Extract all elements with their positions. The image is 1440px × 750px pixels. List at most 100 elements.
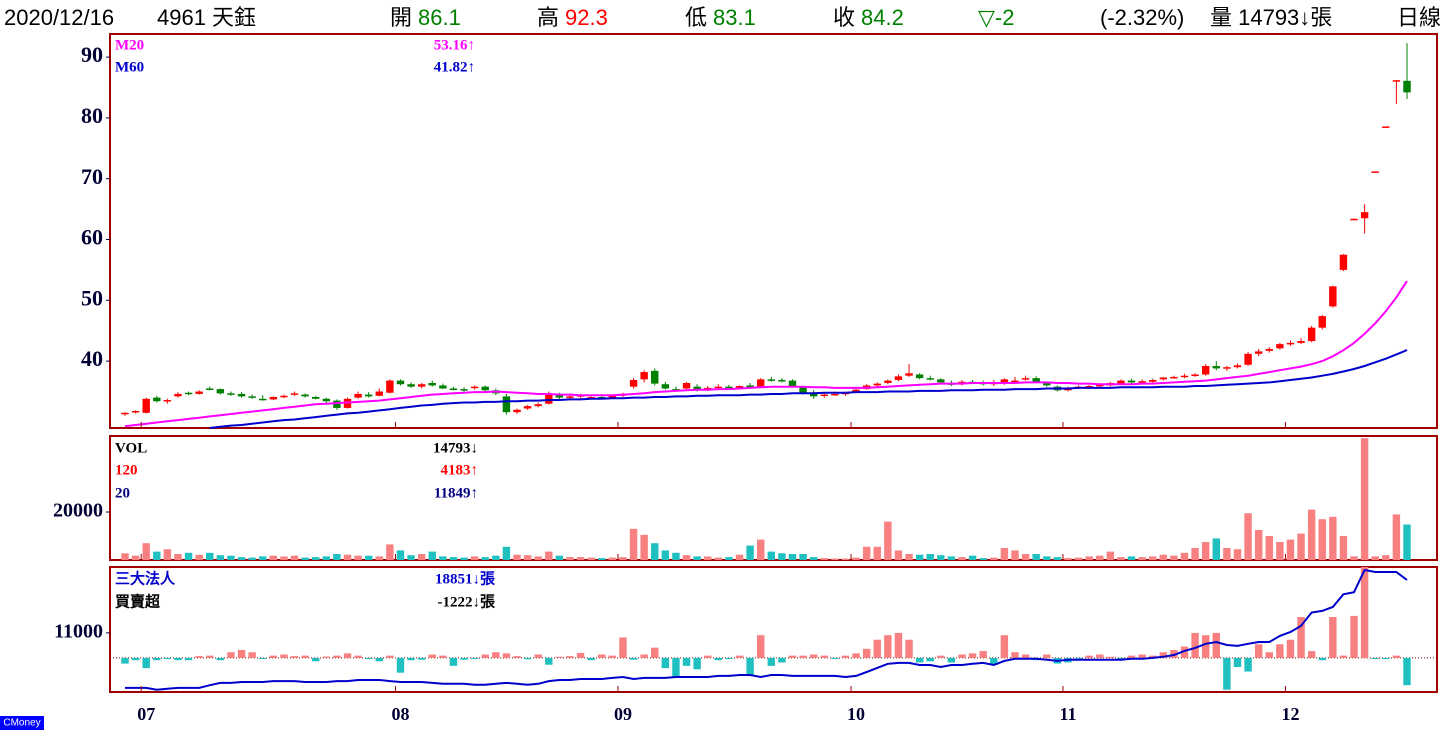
candle-body — [640, 372, 648, 380]
volume-bar — [905, 554, 913, 560]
volume-bar — [767, 551, 776, 560]
net-bar — [1382, 657, 1390, 660]
candle-body — [1329, 286, 1337, 307]
candle-body — [598, 396, 606, 399]
net-bar — [1265, 652, 1273, 658]
volume-bar — [651, 543, 659, 560]
legend-value: -1222↓張 — [438, 593, 496, 610]
candle-body — [417, 384, 426, 387]
net-bar — [417, 657, 426, 660]
volume-bar — [1159, 554, 1168, 560]
net-bar — [640, 654, 648, 658]
volume-bar — [248, 557, 256, 560]
net-bar — [598, 654, 606, 658]
net-bar — [661, 657, 670, 669]
legend-label: 買賣超 — [115, 592, 161, 610]
volume-bar — [1117, 557, 1125, 560]
volume-bar — [1286, 539, 1295, 560]
net-bar — [756, 635, 765, 658]
candle-body — [1127, 380, 1136, 383]
net-bar — [1339, 655, 1348, 658]
volume-bar — [1127, 556, 1136, 560]
net-bar — [926, 657, 934, 662]
candle-body — [873, 383, 881, 386]
net-bar — [555, 656, 564, 658]
net-bar — [1276, 644, 1284, 658]
net-bar — [947, 657, 956, 663]
net-bar — [492, 652, 500, 658]
net-bar — [290, 656, 299, 658]
y-tick-label: 11000 — [54, 621, 103, 643]
legend-label: 20 — [115, 485, 130, 501]
candle-body — [386, 380, 394, 393]
net-bar — [725, 657, 733, 660]
net-bar — [1096, 654, 1104, 658]
volume-bar — [364, 555, 373, 560]
volume-bar — [619, 557, 627, 560]
net-bar — [343, 653, 352, 658]
candle-body — [555, 395, 564, 398]
candle-body — [121, 412, 129, 415]
net-bar — [407, 657, 415, 661]
net-bar — [1286, 639, 1295, 658]
volume-bar — [714, 557, 723, 560]
legend-label: M20 — [115, 37, 144, 53]
volume-bar — [1276, 542, 1284, 560]
net-bar — [862, 648, 871, 658]
legend-label: VOL — [115, 440, 147, 456]
net-bar — [312, 657, 320, 662]
volume-bar — [174, 554, 182, 560]
volume-bar — [280, 556, 288, 560]
legend-label: M60 — [115, 59, 144, 75]
candle-body — [1096, 384, 1104, 387]
y-tick-label: 70 — [81, 164, 103, 189]
candle-body — [1286, 342, 1295, 345]
candle-body — [534, 404, 542, 407]
volume-bar — [1339, 536, 1348, 560]
net-bar — [301, 655, 309, 658]
period: 日線 — [1397, 5, 1440, 30]
open-label: 開 — [390, 5, 412, 30]
volume-bar — [990, 557, 998, 560]
net-bar — [248, 652, 256, 658]
x-tick-label: 07 — [137, 704, 155, 724]
candle-body — [788, 380, 797, 387]
volume-bar — [502, 546, 511, 560]
candle-body — [174, 393, 182, 397]
net-bar — [884, 635, 892, 658]
net-bar — [1371, 657, 1379, 660]
volume-bar — [672, 552, 680, 560]
net-bar — [227, 652, 235, 658]
candle-body — [301, 394, 309, 397]
volume-bar — [216, 555, 225, 560]
change: ▽-2 — [978, 5, 1014, 30]
candle-body — [1371, 171, 1379, 173]
net-bar — [470, 657, 479, 660]
ma-line — [124, 280, 1408, 428]
candle-body — [682, 383, 691, 389]
net-bar — [375, 657, 383, 662]
net-bar — [460, 657, 468, 660]
net-bar — [990, 657, 998, 665]
volume-bar — [1138, 557, 1146, 560]
net-bar — [820, 655, 828, 658]
net-bar — [629, 657, 638, 660]
candle-body — [1201, 365, 1210, 375]
net-bar — [746, 657, 754, 677]
candle-body — [1339, 254, 1348, 270]
candle-body — [1265, 348, 1273, 351]
candle-body — [746, 385, 754, 388]
candle-body — [735, 386, 744, 388]
candle-body — [481, 386, 489, 391]
candle-body — [153, 397, 161, 402]
candle-body — [629, 379, 638, 387]
volume-bar — [259, 556, 267, 560]
candle-body — [449, 388, 458, 390]
volume-bar — [121, 553, 129, 560]
candle-body — [778, 379, 786, 382]
net-bar — [131, 657, 140, 661]
candle-body — [799, 386, 807, 393]
net-bar — [1000, 635, 1009, 658]
volume-bar — [947, 556, 956, 560]
volume-bar — [1149, 556, 1157, 560]
